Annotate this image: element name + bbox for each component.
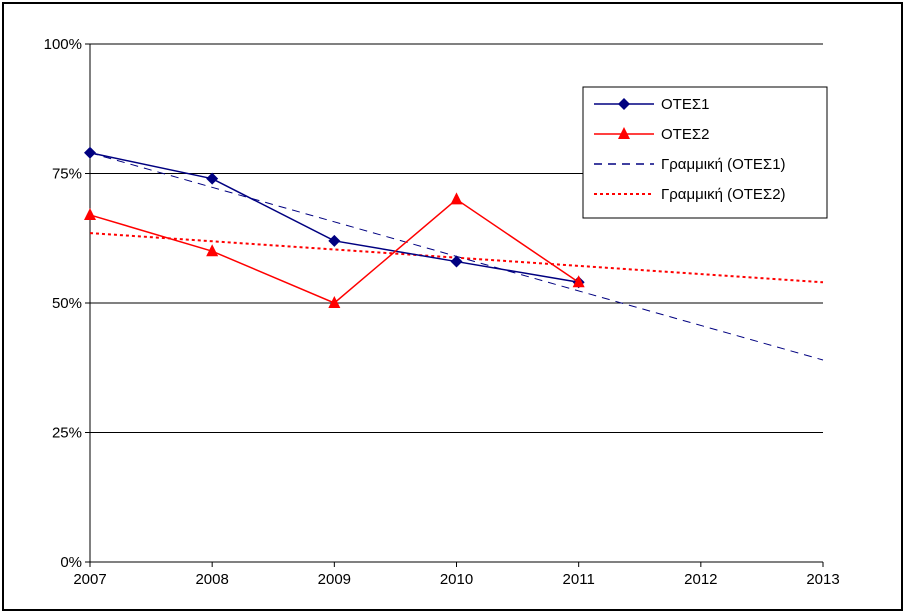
x-tick-label: 2012 [684,571,717,588]
diamond-marker [206,172,219,185]
legend: ΟΤΕΣ1 ΟΤΕΣ2 Γραμμική (ΟΤΕΣ1) Γραμμική (ΟΤΕΣ… [582,86,828,219]
series-line [89,198,580,304]
diamond-marker [618,98,630,110]
y-tick-label: 100% [44,36,82,53]
legend-label: Γραμμική (ΟΤΕΣ2) [661,186,786,203]
series-line [89,152,579,284]
x-tick-labels: 2007 2008 2009 2010 2011 2012 2013 [73,562,840,588]
diamond-marker [450,255,463,268]
triangle-marker [84,207,96,220]
triangle-marker [450,192,463,205]
series-lines [84,146,585,308]
x-tick-label: 2010 [440,571,473,588]
triangle-marker [328,296,341,308]
y-tick-labels: 0% 25% 50% 75% 100% [44,36,90,571]
x-tick-label: 2007 [73,571,106,588]
y-tick-label: 0% [60,554,82,571]
legend-label: Γραμμική (ΟΤΕΣ1) [661,156,786,173]
diamond-marker [328,234,341,247]
legend-label: ΟΤΕΣ1 [661,96,709,113]
y-tick-label: 75% [52,166,82,183]
diamond-marker [84,146,96,159]
x-tick-label: 2008 [195,571,228,588]
x-tick-label: 2011 [563,571,595,588]
y-tick-label: 50% [52,295,82,312]
triangle-marker [572,275,585,288]
triangle-marker [618,127,630,139]
triangle-marker [206,244,219,257]
x-tick-label: 2013 [806,571,839,588]
y-tick-label: 25% [52,425,82,442]
legend-label: ΟΤΕΣ2 [661,126,709,143]
x-tick-label: 2009 [318,571,351,588]
